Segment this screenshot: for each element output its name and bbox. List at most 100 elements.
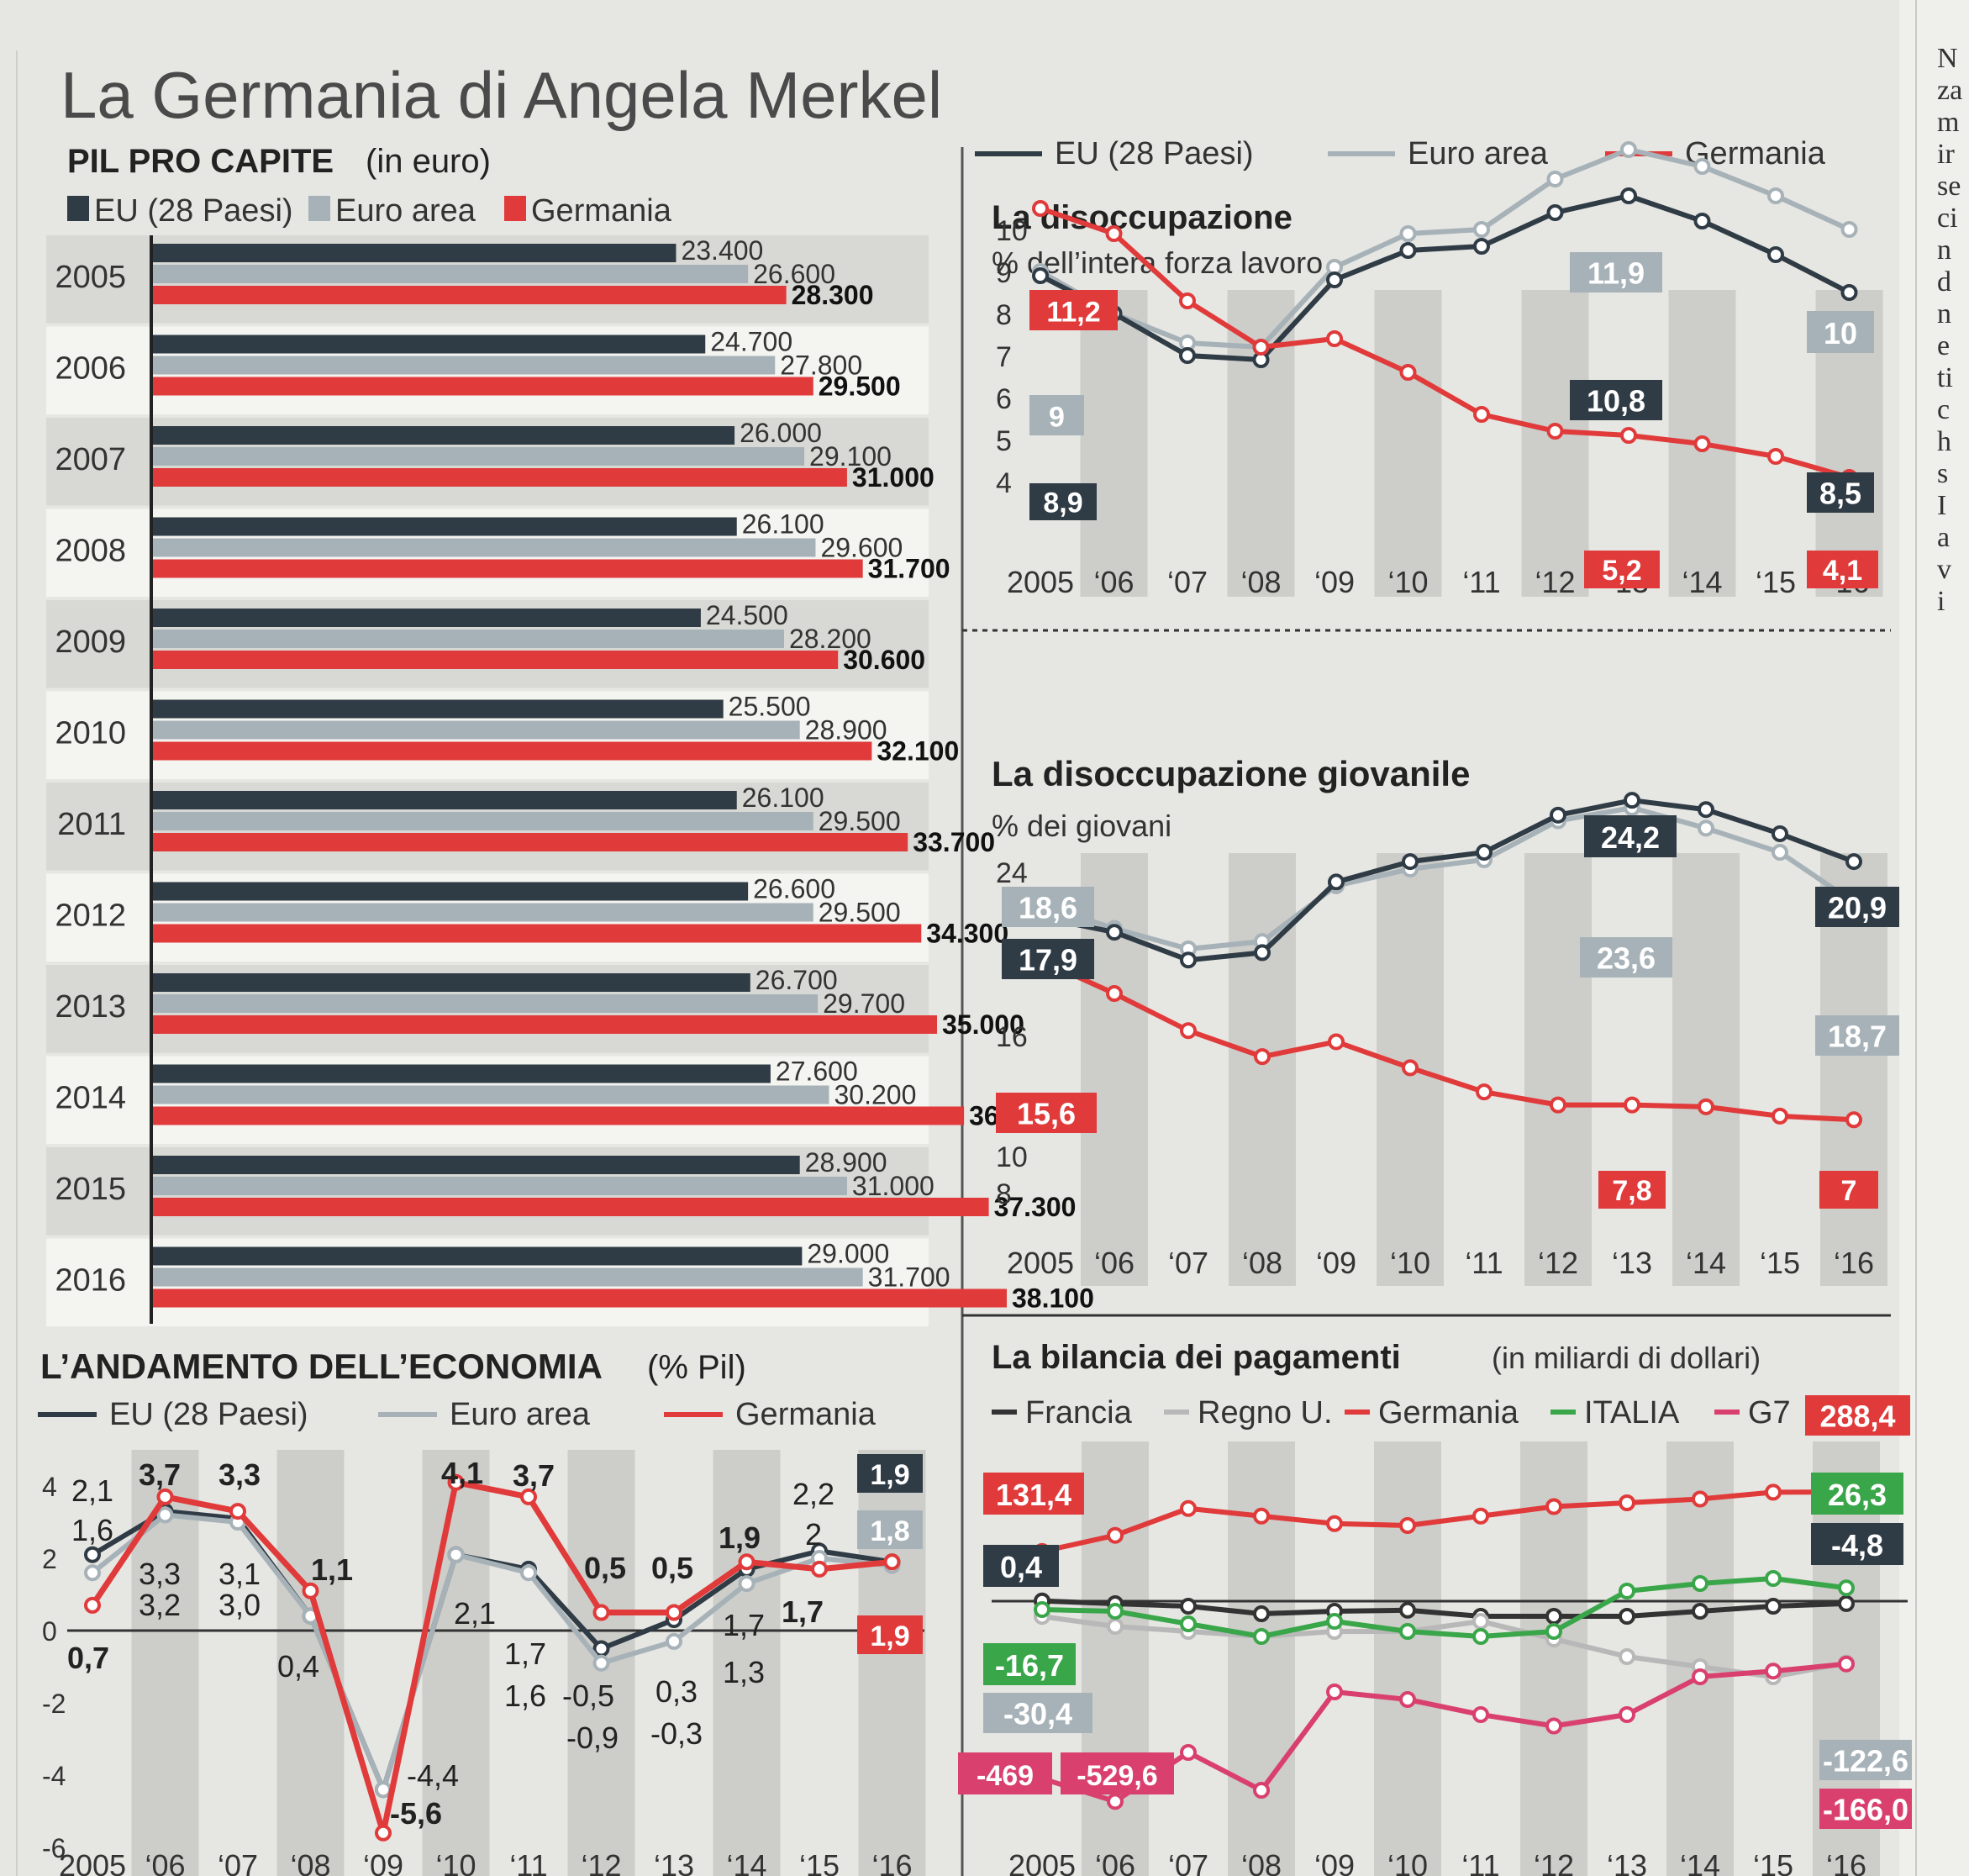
bil-badge-box [1811,1523,1903,1565]
econ-y-tick: -6 [42,1833,66,1863]
disocc-2-point [1399,364,1417,381]
giov-x-tick: 2005 [1007,1246,1074,1280]
pil-bar-value: 29.100 [809,441,892,472]
column-band [1374,290,1442,597]
econ-1-point [447,1546,465,1563]
giovanile-chart: La disoccupazione giovanile % dei giovani… [992,754,1899,1286]
bil-3-point [1399,1623,1416,1640]
giov-badge-box [1002,939,1094,979]
bil-1-point [1692,1603,1708,1620]
pil-legend-1: Euro area [335,193,476,229]
pil-bar-value: 31.700 [868,1262,950,1293]
disocc-badge: 5,2 [1602,555,1641,587]
pil-bar-value: 31.700 [868,554,950,584]
bil-4-point [1253,1782,1270,1799]
disocc-badge: 4,1 [1823,555,1862,587]
giov-0-point [1772,844,1788,862]
pil-year-label: 2012 [55,898,126,934]
bil-badge-box [983,1643,1076,1685]
disocc-2-point [1546,423,1564,440]
econ-x-tick: ‘09 [363,1848,403,1876]
pil-bar [150,791,737,809]
giov-badge-box [1002,887,1094,927]
bil-1-line [1041,1598,1847,1619]
giov-badge: 24,2 [1601,820,1660,855]
pil-year-label: 2013 [55,989,126,1025]
disocc-legend-1: Euro area [1408,136,1549,171]
econ-x-tick: ‘14 [726,1848,766,1876]
econ-badge-box [857,1454,923,1493]
bil-badge: -122,6 [1823,1743,1908,1778]
pil-bar-value: 24.500 [706,600,788,630]
pil-bar-value: 27.800 [780,350,862,381]
giov-badge-box [1584,815,1677,857]
giov-2-point [1845,1111,1862,1129]
giov-1-point [1698,801,1714,819]
disocc-2-point [1326,330,1343,347]
disocc-1-point [1473,238,1490,255]
econ-1-point [84,1564,101,1582]
disocc-1-point [1767,246,1784,263]
pil-bar [153,1106,965,1125]
econ-x-tick: ‘13 [654,1848,694,1876]
econ-annotation: 1,1 [311,1552,353,1587]
giov-y-tick: 24 [996,857,1028,889]
bil-badge-box [983,1473,1084,1515]
bil-1-point [1399,1601,1416,1619]
disocc-badge-box [1807,311,1874,353]
giov-x-tick: ‘16 [1834,1246,1874,1280]
bil-0-point [1692,1490,1708,1508]
bil-3-point [1838,1579,1855,1597]
giov-y-tick: 8 [996,1178,1012,1210]
bil-0-point [1253,1507,1270,1525]
giov-x-tick: ‘09 [1316,1246,1356,1280]
econ-badge-box [857,1510,923,1549]
bil-3-line [1041,1576,1847,1639]
econ-0-point [84,1546,101,1563]
pil-bar [150,517,737,536]
giov-badge: 23,6 [1597,941,1656,975]
pil-bar-value: 28.200 [789,624,871,654]
bil-badge-box [1819,1789,1912,1829]
bil-subtitle: (in miliardi di dollari) [1492,1341,1761,1375]
econ-2-point [229,1503,246,1520]
giov-2-line [1039,957,1855,1123]
page-title: La Germania di Angela Merkel [61,58,942,132]
side-text-fragment: n [1937,234,1951,266]
disocc-2-point [1767,448,1784,465]
disocc-badge: 8,5 [1819,476,1861,510]
pil-bar [151,356,776,375]
giov-1-point [1476,844,1493,862]
disocc-y-tick: 6 [996,383,1012,415]
econ-annotation: 0,4 [277,1649,319,1684]
bil-4-line [1041,1661,1847,1805]
bil-0-point [1472,1507,1489,1525]
econ-annotation: 2 [805,1517,822,1552]
disocc-y-tick: 4 [996,467,1012,499]
econ-annotation: 2,1 [454,1596,496,1631]
disocc-1-point [1326,271,1343,288]
pil-legend-swatch-0 [67,196,89,221]
pil-bar [150,1156,800,1174]
econ-x-tick: ‘10 [435,1848,476,1876]
pil-bar-value: 27.600 [776,1057,858,1087]
giov-1-point [1845,853,1862,871]
econ-annotation: 1,3 [723,1655,765,1689]
bil-x-tick: ‘07 [1168,1848,1208,1876]
pil-bar [153,833,908,851]
econ-annotation: -0,5 [562,1678,614,1713]
pil-bar [150,699,724,719]
econ-1-point [375,1781,392,1799]
bil-x-tick: ‘13 [1607,1848,1647,1876]
pil-title: PIL PRO CAPITE [67,143,334,180]
econ-y-tick: 2 [42,1544,57,1574]
pil-bar-value: 26.600 [753,874,835,904]
bil-badge-box [958,1752,1052,1794]
bil-0-point [1765,1483,1782,1501]
side-text-fragment: za [1937,75,1962,106]
econ-annotation: 0,3 [655,1674,698,1709]
pil-bar-value: 26.100 [742,783,824,813]
pil-bar [150,1246,803,1266]
bil-0-point [1399,1517,1416,1534]
giov-2-point [1402,1059,1419,1077]
